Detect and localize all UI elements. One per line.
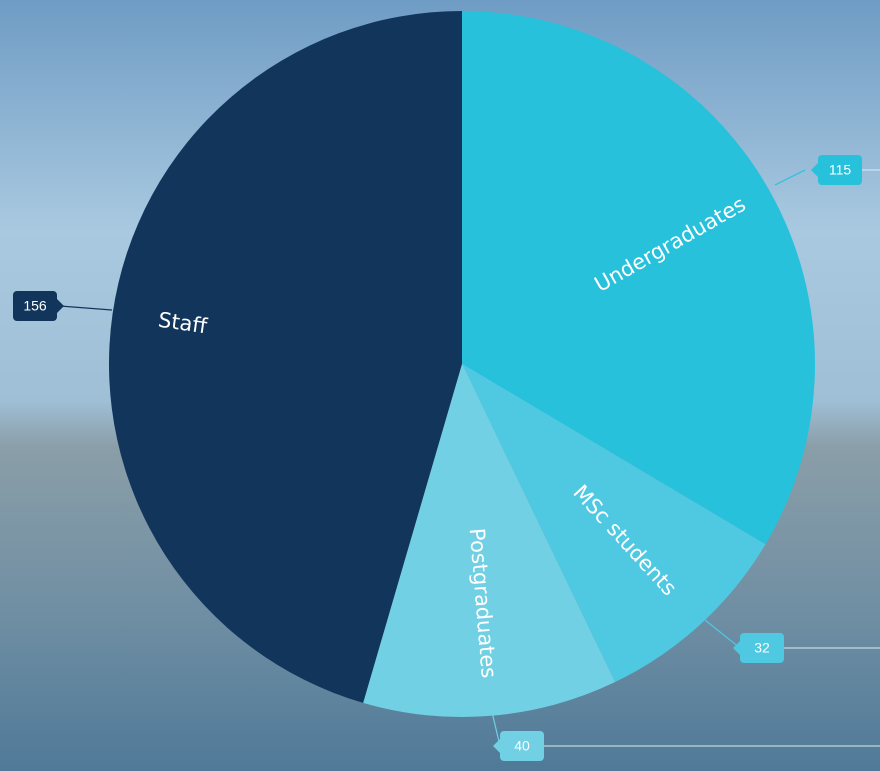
pie-slice	[462, 11, 815, 545]
callout-box	[740, 633, 784, 663]
value-label: 115	[829, 162, 852, 178]
callout-pointer	[493, 737, 502, 755]
value-label: 32	[754, 640, 770, 656]
callout-box	[13, 291, 57, 321]
pie-slice	[462, 364, 766, 683]
callout-pointer	[733, 639, 742, 657]
callout-line	[59, 305, 113, 311]
pie-slice	[363, 364, 616, 717]
callout-box	[818, 155, 862, 185]
callout-pointer	[55, 297, 64, 315]
callout-line	[491, 711, 501, 747]
value-label: 156	[23, 298, 47, 314]
pie-slice	[109, 11, 463, 703]
value-label: 40	[514, 738, 530, 754]
callout-line	[704, 619, 741, 649]
callout-pointer	[811, 161, 820, 179]
callout-box	[500, 731, 544, 761]
callout-line	[774, 169, 806, 186]
